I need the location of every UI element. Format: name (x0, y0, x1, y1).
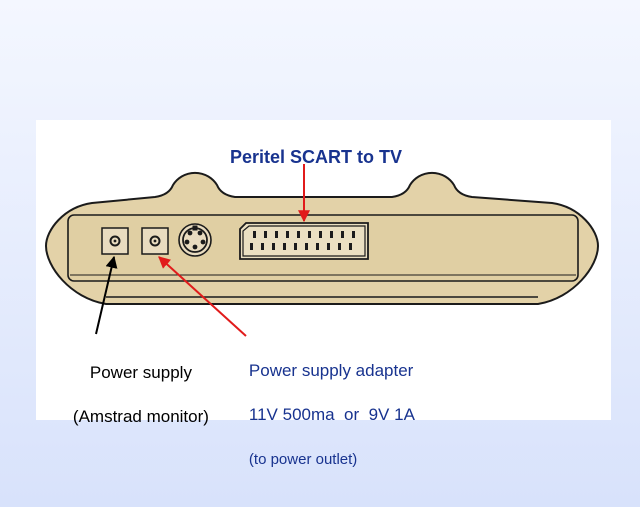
scart-port (240, 223, 368, 259)
scart-pin-icon (316, 243, 319, 250)
din-pin-icon (193, 245, 198, 250)
din-pin-icon (185, 240, 190, 245)
scart-pin-icon (283, 243, 286, 250)
scart-pin-icon (286, 231, 289, 238)
scart-pin-icon (349, 243, 352, 250)
power-monitor-label-line1: Power supply (90, 363, 192, 382)
scart-pin-icon (338, 243, 341, 250)
power-adapter-label-line2: 11V 500ma or 9V 1A (249, 405, 415, 424)
scart-pin-icon (330, 231, 333, 238)
scart-pin-icon (275, 231, 278, 238)
din-key-icon (193, 226, 198, 231)
scart-pin-icon (319, 231, 322, 238)
scart-pin-icon (308, 231, 311, 238)
din-pin-icon (201, 240, 206, 245)
scart-pin-icon (261, 243, 264, 250)
scart-pin-icon (253, 231, 256, 238)
scart-pin-icon (305, 243, 308, 250)
scart-pin-icon (341, 231, 344, 238)
power-adapter-label-line1: Power supply adapter (249, 361, 413, 380)
power-monitor-pin-icon (114, 240, 117, 243)
power-monitor-label: Power supply (Amstrad monitor) (54, 340, 209, 450)
scart-pin-icon (272, 243, 275, 250)
scart-pin-icon (250, 243, 253, 250)
scart-pin-icon (294, 243, 297, 250)
power-monitor-label-line2: (Amstrad monitor) (73, 407, 209, 426)
scart-pin-icon (352, 231, 355, 238)
scart-pin-icon (264, 231, 267, 238)
scart-pin-icon (297, 231, 300, 238)
power-adapter-label: Power supply adapter 11V 500ma or 9V 1A … (230, 338, 415, 493)
power-adapter-pin-icon (154, 240, 157, 243)
din-pin-icon (188, 231, 193, 236)
diagram-canvas: Peritel SCART to TV Power supply adapter… (0, 0, 640, 507)
din-pin-icon (198, 231, 203, 236)
scart-pin-icon (327, 243, 330, 250)
power-adapter-label-line3: (to power outlet) (249, 451, 357, 468)
scart-label: Peritel SCART to TV (230, 146, 402, 169)
